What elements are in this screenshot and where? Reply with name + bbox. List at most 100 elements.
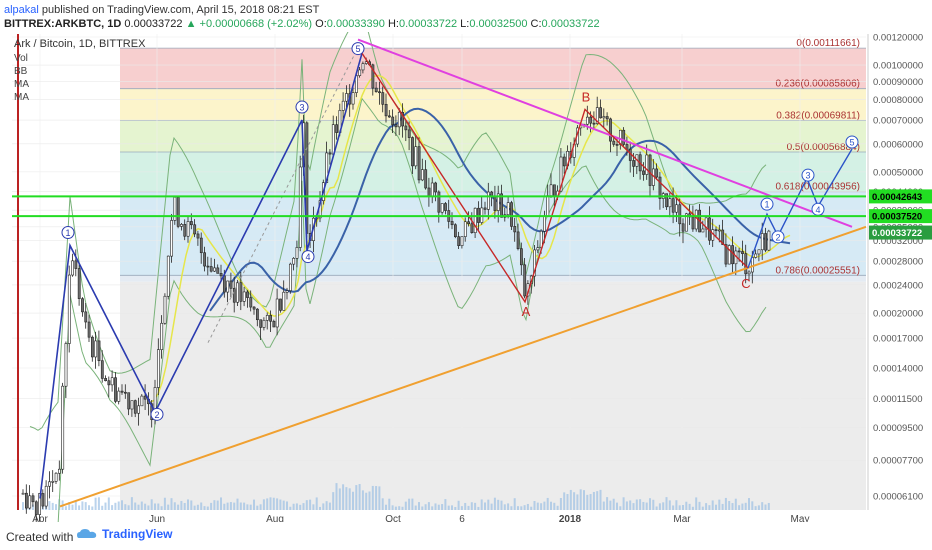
candle-body <box>767 230 771 251</box>
y-tick-label: 0.00060000 <box>873 139 923 150</box>
candle-body <box>272 320 276 328</box>
candle-body <box>127 392 131 410</box>
corrective-wave-path[interactable] <box>361 52 749 304</box>
volume-bar <box>533 500 536 510</box>
high-value: 0.00033722 <box>398 18 458 30</box>
indicator-legend-1: BB <box>14 66 28 77</box>
price-badge-text-0: 0.00042643 <box>872 192 922 203</box>
candle-body <box>100 360 104 379</box>
volume-bar <box>187 499 189 510</box>
indicator-legend-2: MA <box>14 79 29 90</box>
y-tick-label: 0.00011500 <box>873 394 923 405</box>
volume-bar <box>675 500 678 510</box>
last-price: 0.00033722 <box>124 18 183 30</box>
volume-bar <box>711 500 714 510</box>
price-chart[interactable]: 0(0.00111661) 0.236(0.00085806) 0.382(0.00… <box>0 32 932 522</box>
y-tick-label: 0.00006100 <box>873 492 923 503</box>
cloud-icon <box>77 529 97 538</box>
volume-bar <box>236 498 239 510</box>
volume-bar <box>183 502 186 510</box>
candle-body <box>592 122 596 125</box>
volume-bar <box>144 503 147 510</box>
volume-bar <box>101 505 104 510</box>
candle-body <box>444 203 447 211</box>
volume-bar <box>276 498 279 510</box>
volume-bar <box>289 506 292 510</box>
candle-body <box>279 298 282 311</box>
volume-bar <box>335 483 338 510</box>
candle-body <box>203 252 207 267</box>
candle-body <box>760 233 764 251</box>
impulse-wave-path[interactable] <box>39 52 363 499</box>
y-tick-label: 0.00020000 <box>873 309 923 320</box>
candle-body <box>351 92 355 105</box>
volume-bar <box>223 503 226 510</box>
volume-bar <box>206 506 209 510</box>
candle-body <box>54 472 58 482</box>
volume-bar <box>596 491 599 510</box>
y-tick-label: 0.00028000 <box>873 257 923 268</box>
x-tick-label: Jun <box>149 514 165 522</box>
author-link[interactable]: alpakal <box>4 4 39 16</box>
volume-bar <box>91 506 94 510</box>
volume-bar <box>394 506 397 510</box>
volume-bar <box>678 505 681 510</box>
volume-bar <box>507 503 510 510</box>
volume-bar <box>140 501 143 510</box>
volume-bar <box>441 504 444 510</box>
candle-body <box>727 245 731 265</box>
volume-bar <box>559 498 562 510</box>
volume-bar <box>500 500 503 510</box>
volume-bar <box>220 497 222 510</box>
candle-body <box>140 395 144 407</box>
close-label: C: <box>530 18 542 30</box>
volume-bar <box>262 499 265 510</box>
candle-body <box>694 209 698 230</box>
volume-bar <box>708 505 711 510</box>
candle-body <box>229 280 233 289</box>
volume-bar <box>104 502 107 510</box>
last-price-badge <box>869 225 932 240</box>
candle-body <box>71 260 75 276</box>
volume-bar <box>368 491 371 510</box>
corrective-label-a: A <box>522 304 531 319</box>
volume-bar <box>418 502 420 510</box>
volume-bar <box>196 504 199 510</box>
volume-bar <box>414 505 417 510</box>
candle-body <box>585 116 589 125</box>
volume-bar <box>295 503 298 510</box>
volume-bar <box>150 499 153 510</box>
volume-bar <box>586 494 589 510</box>
candle-body <box>691 216 695 230</box>
volume-bar <box>111 505 114 510</box>
volume-bar <box>738 505 741 510</box>
volume-bar <box>355 485 358 510</box>
support-trendline[interactable] <box>59 225 867 508</box>
candle-body <box>536 247 540 251</box>
candle-body <box>675 204 678 213</box>
fib-label-0.618: 0.618(0.00043956) <box>775 182 860 193</box>
volume-bar <box>302 503 305 510</box>
volume-bar <box>566 494 569 510</box>
volume-bar <box>381 498 384 510</box>
candle-body <box>345 93 348 102</box>
volume-bar <box>698 501 701 510</box>
volume-bar <box>490 503 493 510</box>
volume-bar <box>715 504 717 510</box>
candle-body <box>110 377 114 386</box>
volume-bar <box>546 497 549 510</box>
candle-body <box>721 229 725 245</box>
candle-body <box>595 107 599 124</box>
candle-body <box>269 315 273 322</box>
wave-label-3-circle <box>295 100 309 114</box>
tradingview-logo[interactable]: TradingView <box>76 527 172 541</box>
volume-bar <box>464 502 467 510</box>
candle-body <box>120 390 124 393</box>
low-value: 0.00032500 <box>469 18 528 30</box>
candle-body <box>38 493 42 515</box>
volume-bar <box>754 506 757 510</box>
candle-body <box>124 391 127 394</box>
wave-label-3: 3 <box>299 103 304 113</box>
candle-body <box>387 115 391 118</box>
volume-bar <box>127 505 130 510</box>
